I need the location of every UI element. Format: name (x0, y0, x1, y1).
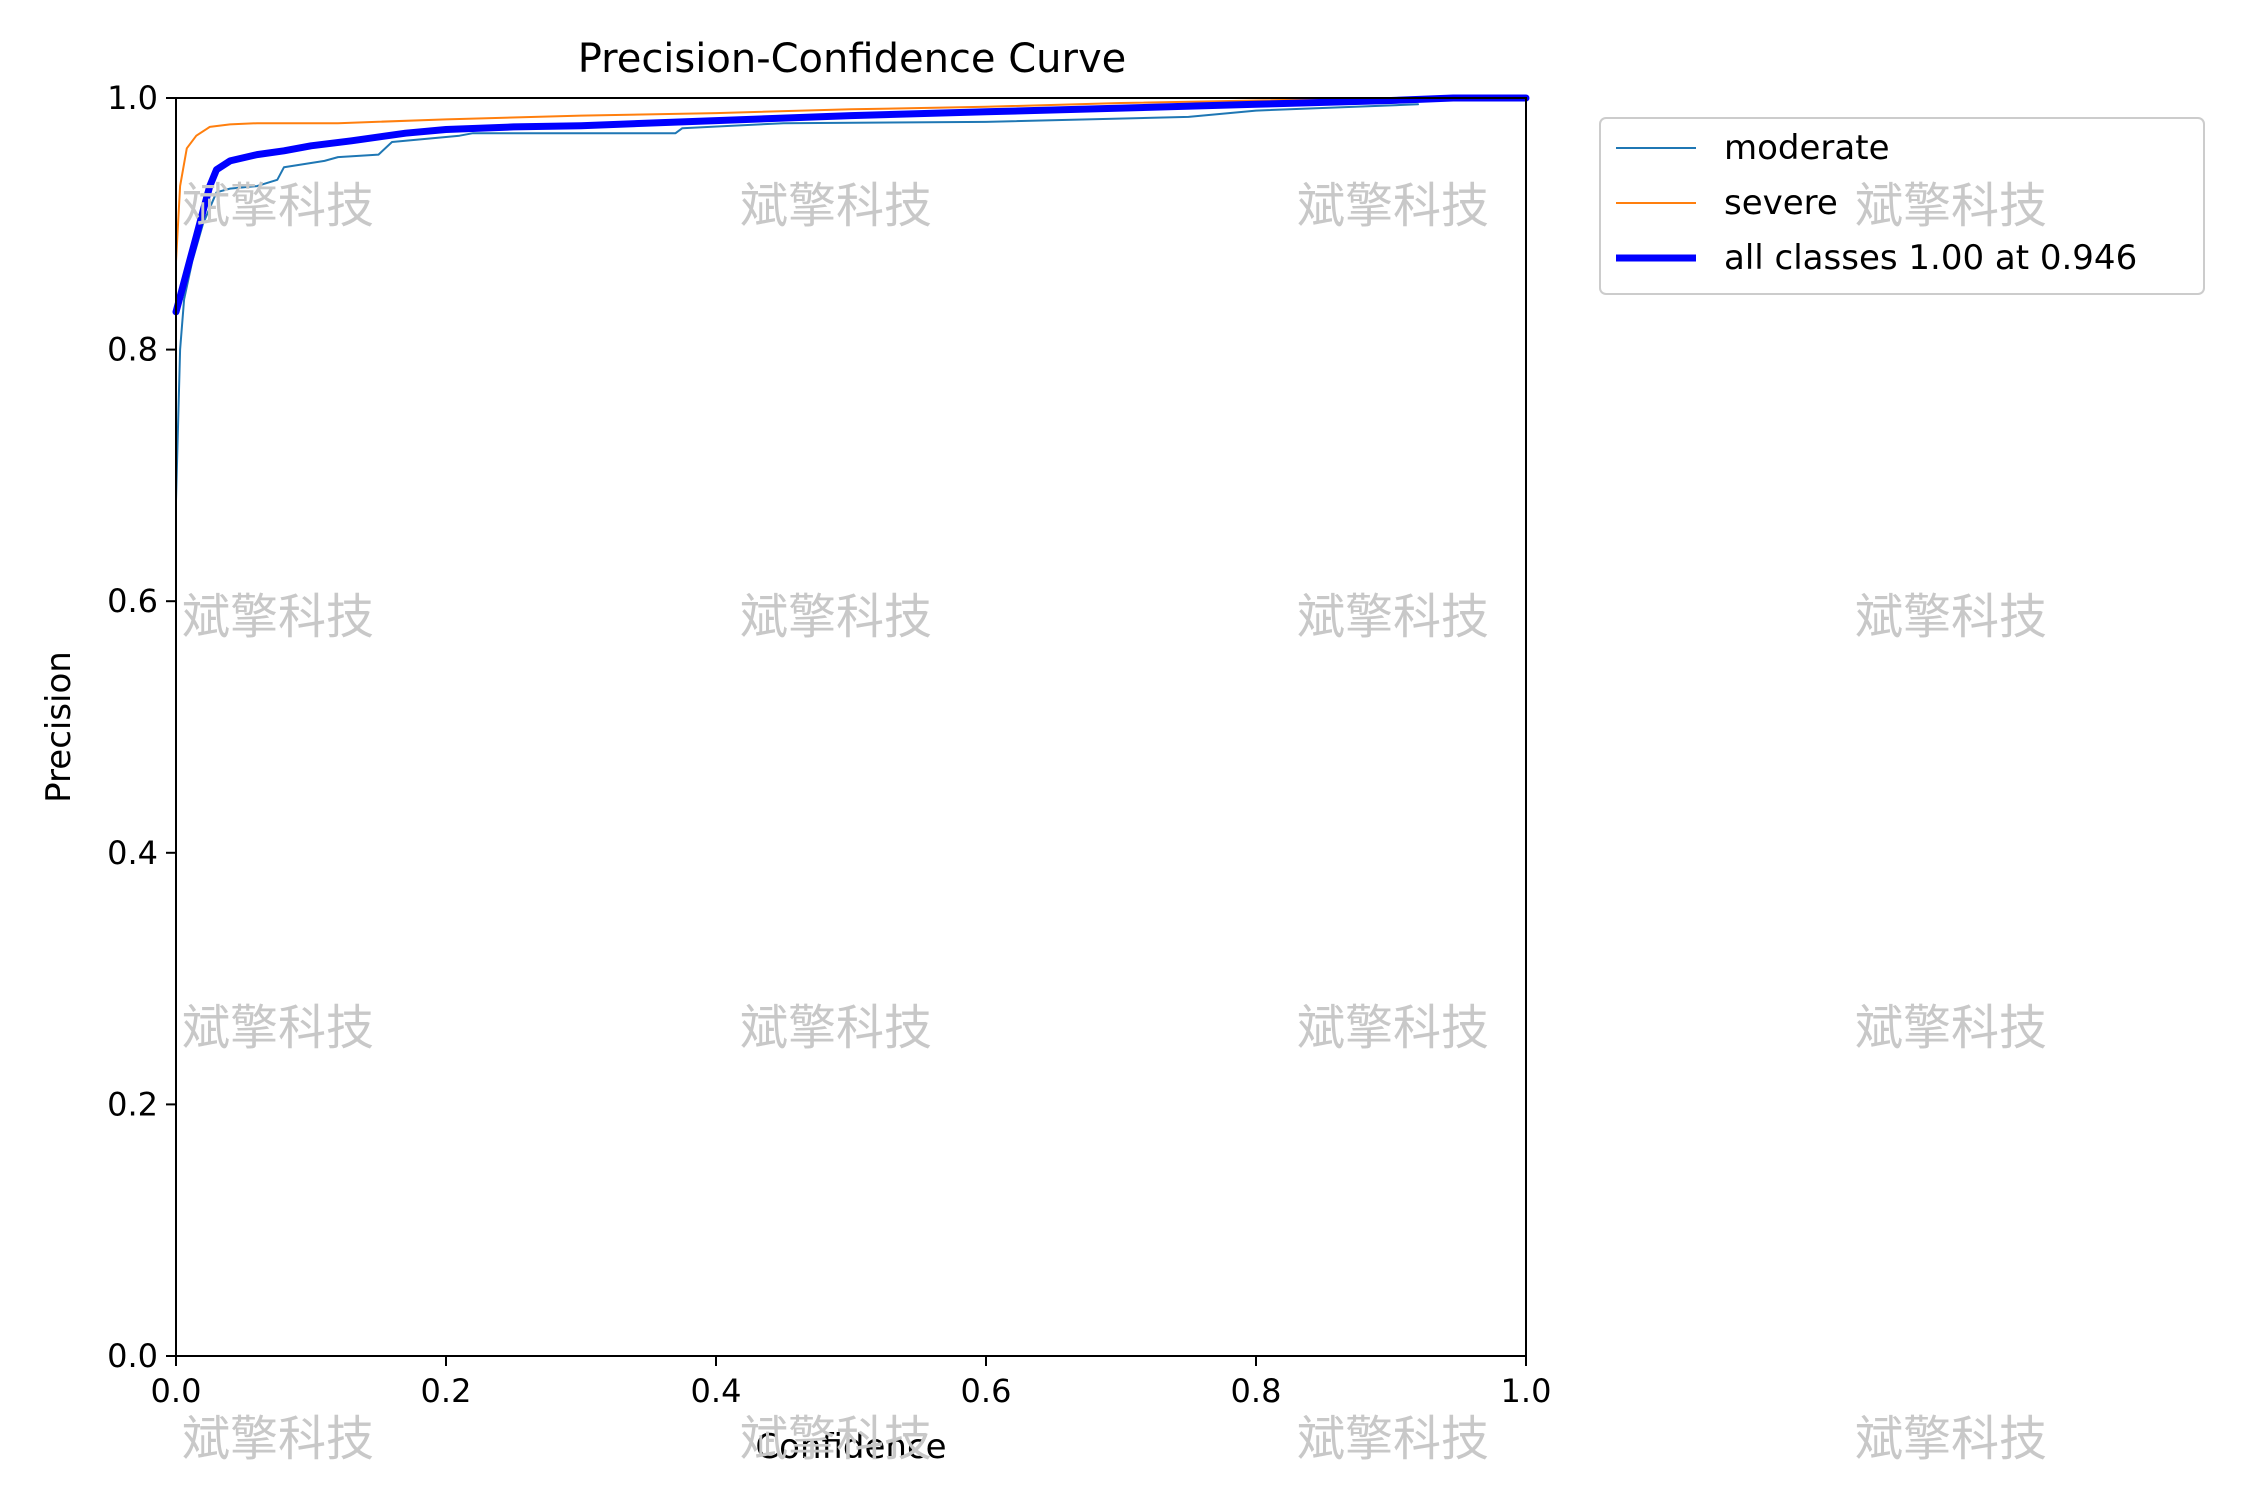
y-tick-label: 0.6 (107, 582, 158, 620)
watermark-text: 斌擎科技 (740, 178, 932, 234)
series-line-1 (175, 97, 1527, 263)
legend-label-2: all classes 1.00 at 0.946 (1724, 238, 2137, 278)
y-axis-ticks: 0.0 0.2 0.4 0.6 0.8 1.0 (107, 79, 176, 1375)
watermark-text: 斌擎科技 (1297, 1000, 1489, 1056)
watermark-text: 斌擎科技 (1855, 178, 2047, 234)
x-tick-label: 0.2 (421, 1372, 472, 1410)
watermark-text: 斌擎科技 (1855, 589, 2047, 645)
legend-label-0: moderate (1724, 128, 1889, 168)
x-tick-label: 0.6 (961, 1372, 1012, 1410)
x-tick-label: 1.0 (1501, 1372, 1552, 1410)
watermark-text: 斌擎科技 (740, 1411, 932, 1467)
plot-area (172, 94, 1530, 502)
chart-title: Precision-Confidence Curve (578, 36, 1127, 82)
watermark-text: 斌擎科技 (1855, 1000, 2047, 1056)
watermark-text: 斌擎科技 (182, 589, 374, 645)
y-axis-label: Precision (39, 651, 79, 803)
watermark-text: 斌擎科技 (740, 1000, 932, 1056)
x-tick-label: 0.4 (691, 1372, 742, 1410)
x-tick-label: 0.0 (151, 1372, 202, 1410)
y-tick-label: 0.8 (107, 331, 158, 369)
y-tick-label: 0.4 (107, 834, 158, 872)
legend-box (1599, 117, 2205, 295)
watermark-text: 斌擎科技 (1855, 1411, 2047, 1467)
watermark-text: 斌擎科技 (182, 178, 374, 234)
y-tick-label: 0.2 (107, 1085, 158, 1123)
watermark-text: 斌擎科技 (1297, 589, 1489, 645)
x-tick-label: 0.8 (1231, 1372, 1282, 1410)
watermark-text: 斌擎科技 (1297, 178, 1489, 234)
plot-frame (175, 97, 1527, 1357)
watermark-text: 斌擎科技 (182, 1411, 374, 1467)
x-axis-ticks: 0.0 0.2 0.4 0.6 0.8 1.0 (151, 1356, 1552, 1410)
watermark-text: 斌擎科技 (740, 589, 932, 645)
x-axis-label: Confidence (755, 1427, 946, 1467)
series-line-2 (172, 94, 1530, 316)
y-tick-label: 1.0 (107, 79, 158, 117)
y-tick-label: 0.0 (107, 1337, 158, 1375)
legend: moderate severe all classes 1.00 at 0.946 (1599, 117, 2205, 295)
legend-label-1: severe (1724, 183, 1838, 223)
watermark-text: 斌擎科技 (1297, 1411, 1489, 1467)
watermark-text: 斌擎科技 (182, 1000, 374, 1056)
